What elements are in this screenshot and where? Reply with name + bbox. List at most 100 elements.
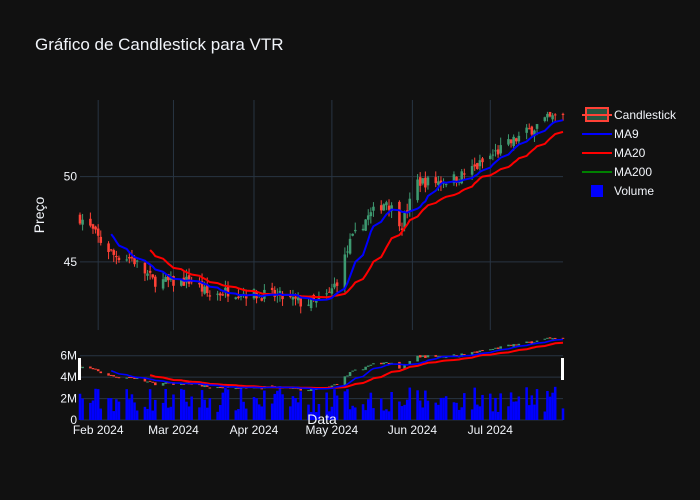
candle-body: [330, 288, 334, 294]
candle-body: [527, 128, 531, 130]
volume-bar: [216, 411, 219, 420]
overview-candle: [491, 348, 495, 350]
overview-candle: [416, 355, 419, 362]
overview-y-ticks: 0 2M 4M 6M: [60, 349, 77, 427]
candle-body: [180, 279, 183, 286]
candle-body: [109, 249, 113, 251]
candle-body: [221, 294, 225, 296]
overview-candle: [460, 353, 463, 357]
legend-item-volume[interactable]: Volume: [591, 184, 654, 198]
overview-candle: [473, 351, 476, 353]
main-grid: [80, 100, 563, 330]
candle-body: [460, 171, 463, 184]
candle-body: [400, 228, 404, 230]
volume-bar: [424, 390, 427, 420]
overview-candle: [408, 361, 412, 365]
legend-label: MA200: [614, 165, 652, 179]
range-slider-left-handle[interactable]: [78, 358, 81, 380]
volume-bar: [187, 406, 191, 420]
volume-bar: [203, 399, 206, 420]
volume-bar: [208, 398, 212, 420]
legend[interactable]: Candlestick MA9 MA20 MA200 Volume: [582, 107, 677, 198]
volume-bar: [154, 399, 157, 420]
candle-body: [96, 228, 100, 236]
overview-candle: [496, 347, 500, 349]
candle-body: [494, 150, 497, 152]
overview-candle: [296, 388, 300, 390]
volume-bar: [507, 406, 510, 420]
volume-bar: [437, 404, 440, 420]
overview-candle: [146, 381, 149, 383]
volume-bar: [517, 396, 521, 420]
overview-candle: [81, 366, 84, 369]
volume-bar: [476, 404, 479, 420]
overview-candle: [260, 388, 264, 390]
volume-bar: [455, 402, 458, 420]
candle-body: [382, 204, 386, 211]
volume-bar: [361, 404, 365, 420]
overview-candle: [115, 376, 118, 378]
main-panel: 45 50 Preço: [31, 100, 565, 330]
candle-body: [208, 295, 212, 297]
volume-bar: [289, 406, 292, 420]
candle-body: [296, 297, 300, 301]
candle-body: [553, 114, 557, 116]
overview-candle: [463, 354, 466, 356]
candle-body: [496, 149, 500, 155]
overview-candle: [109, 374, 113, 376]
chart-title: Gráfico de Candlestick para VTR: [35, 35, 284, 54]
volume-bar: [421, 407, 425, 420]
candle-body: [473, 164, 476, 167]
candle-body: [218, 293, 222, 296]
range-slider-right-handle[interactable]: [561, 358, 564, 380]
volume-bar: [452, 402, 456, 420]
volume-bar: [299, 391, 302, 420]
volume-bar: [263, 390, 266, 420]
overview-candle: [489, 349, 492, 351]
volume-bar: [335, 395, 339, 420]
volume-bar: [96, 389, 100, 420]
overview-y-tick-label: 2M: [60, 392, 77, 406]
overview-candle: [133, 377, 136, 379]
volume-bar: [281, 394, 284, 420]
volume-bar: [125, 389, 129, 420]
legend-item-candlestick[interactable]: Candlestick: [582, 107, 677, 122]
volume-bar: [244, 408, 248, 420]
candle-body: [551, 115, 554, 120]
candle-body: [281, 293, 284, 300]
overview-candle: [237, 387, 240, 389]
volume-bar: [133, 402, 136, 420]
legend-item-ma20[interactable]: MA20: [582, 146, 646, 160]
volume-bar: [442, 397, 445, 420]
overview-candle: [403, 364, 406, 370]
overview-candle: [351, 370, 354, 372]
overview-candle: [434, 355, 438, 357]
overview-candle: [151, 381, 154, 383]
overview-candle: [148, 380, 152, 382]
volume-bar: [333, 389, 336, 420]
candle-body: [476, 163, 479, 169]
overview-panel[interactable]: 0 2M 4M 6M Feb 2024 Mar 2024 Apr 2024 May 2024…: [60, 337, 565, 437]
candle-body: [78, 214, 82, 224]
overview-candle: [221, 387, 225, 389]
legend-item-ma9[interactable]: MA9: [582, 127, 639, 141]
volume-bar: [546, 391, 549, 420]
volume-bar: [117, 401, 121, 420]
legend-item-ma200[interactable]: MA200: [582, 165, 652, 179]
volume-bar: [317, 403, 321, 420]
candles: [78, 111, 565, 314]
overview-candle: [421, 355, 425, 357]
volume-bar: [369, 392, 373, 420]
volume-bar: [130, 394, 134, 420]
main-y-ticks: 45 50: [64, 170, 78, 269]
volume-bar: [255, 398, 258, 420]
overview-candle: [180, 383, 183, 385]
bar-legend-icon: [591, 185, 603, 197]
volume-bar: [273, 393, 277, 420]
volume-bar: [99, 408, 103, 420]
candle-body: [418, 177, 422, 186]
candle-body: [546, 113, 549, 118]
x-axis-title: Data: [307, 411, 337, 427]
candle-body: [439, 180, 443, 184]
candle-body: [421, 178, 425, 184]
